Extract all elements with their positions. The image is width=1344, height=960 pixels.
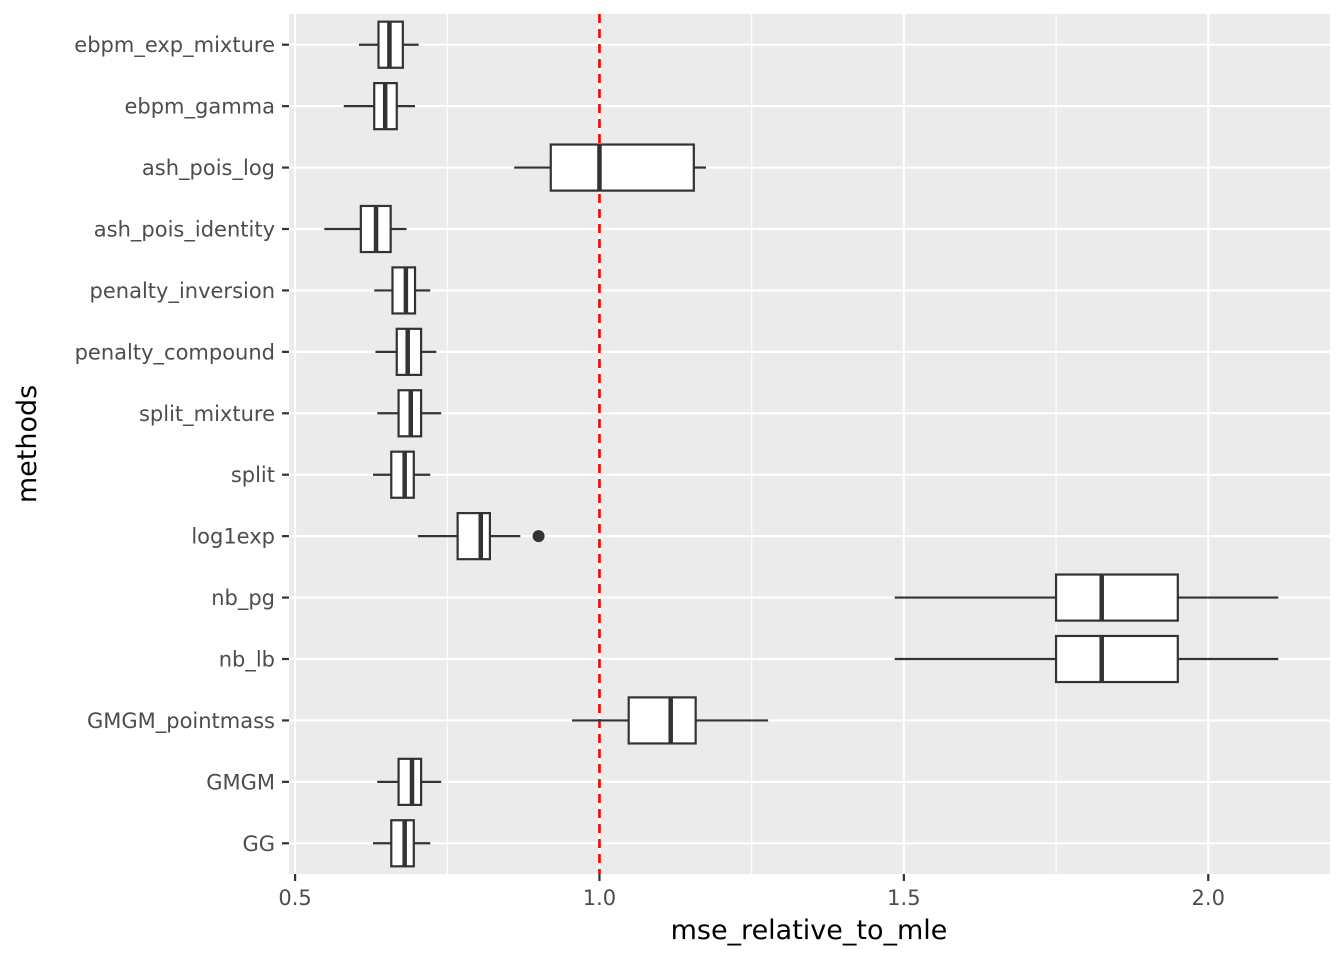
y-tick-label: GG xyxy=(242,832,275,856)
x-axis: 0.5 1.0 1.5 2.0 xyxy=(278,874,1225,910)
y-tick-label: log1exp xyxy=(191,525,275,549)
box-GMGM xyxy=(377,757,442,806)
iqr-box xyxy=(456,512,491,561)
x-tick-label: 2.0 xyxy=(1192,886,1225,910)
box-penalty_inversion xyxy=(374,266,431,315)
major-gridlines xyxy=(289,14,1330,874)
y-tick-label: ebpm_gamma xyxy=(124,95,275,120)
y-axis: ebpm_exp_mixture ebpm_gamma ash_pois_logas… xyxy=(74,33,289,856)
x-tick-label: 1.0 xyxy=(583,886,616,910)
box-ash_pois_log xyxy=(514,143,707,192)
box-penalty_compound xyxy=(375,327,437,376)
y-tick-label: split xyxy=(231,463,275,487)
y-tick-label: ash_pois_identity xyxy=(94,218,275,243)
y-tick-label: penalty_inversion xyxy=(90,279,275,304)
y-tick-label: nb_pg xyxy=(211,586,275,611)
box-nb_lb xyxy=(894,634,1279,684)
iqr-box xyxy=(627,696,697,745)
box-ebpm_gamma xyxy=(343,82,416,131)
box-ash_pois_identity xyxy=(324,204,407,254)
y-tick-label: GMGM_pointmass xyxy=(87,709,275,734)
box-split_mixture xyxy=(377,389,442,438)
box-nb_pg xyxy=(894,573,1279,622)
x-tick-label: 1.5 xyxy=(887,886,920,910)
y-tick-label: nb_lb xyxy=(219,648,275,673)
y-tick-label: split_mixture xyxy=(139,402,275,427)
x-tick-label: 0.5 xyxy=(278,886,311,910)
box-split xyxy=(373,450,431,499)
y-tick-label: ebpm_exp_mixture xyxy=(74,33,275,58)
outlier-point xyxy=(532,530,545,543)
y-axis-title: methods xyxy=(12,385,43,503)
plot-panel xyxy=(289,14,1330,874)
x-axis-title: mse_relative_to_mle xyxy=(671,915,948,946)
y-tick-label: GMGM xyxy=(206,770,275,794)
iqr-box xyxy=(1054,634,1179,684)
iqr-box xyxy=(1054,573,1179,622)
box-GMGM_pointmass xyxy=(572,696,769,745)
box-GG xyxy=(373,819,431,868)
boxes-group xyxy=(324,20,1279,868)
y-tick-label: ash_pois_log xyxy=(142,156,275,181)
minor-gridlines xyxy=(446,14,1057,874)
iqr-box xyxy=(549,143,695,192)
box-log1exp xyxy=(418,512,545,561)
y-tick-label: penalty_compound xyxy=(75,340,275,365)
box-ebpm_exp_mixture xyxy=(359,20,419,69)
